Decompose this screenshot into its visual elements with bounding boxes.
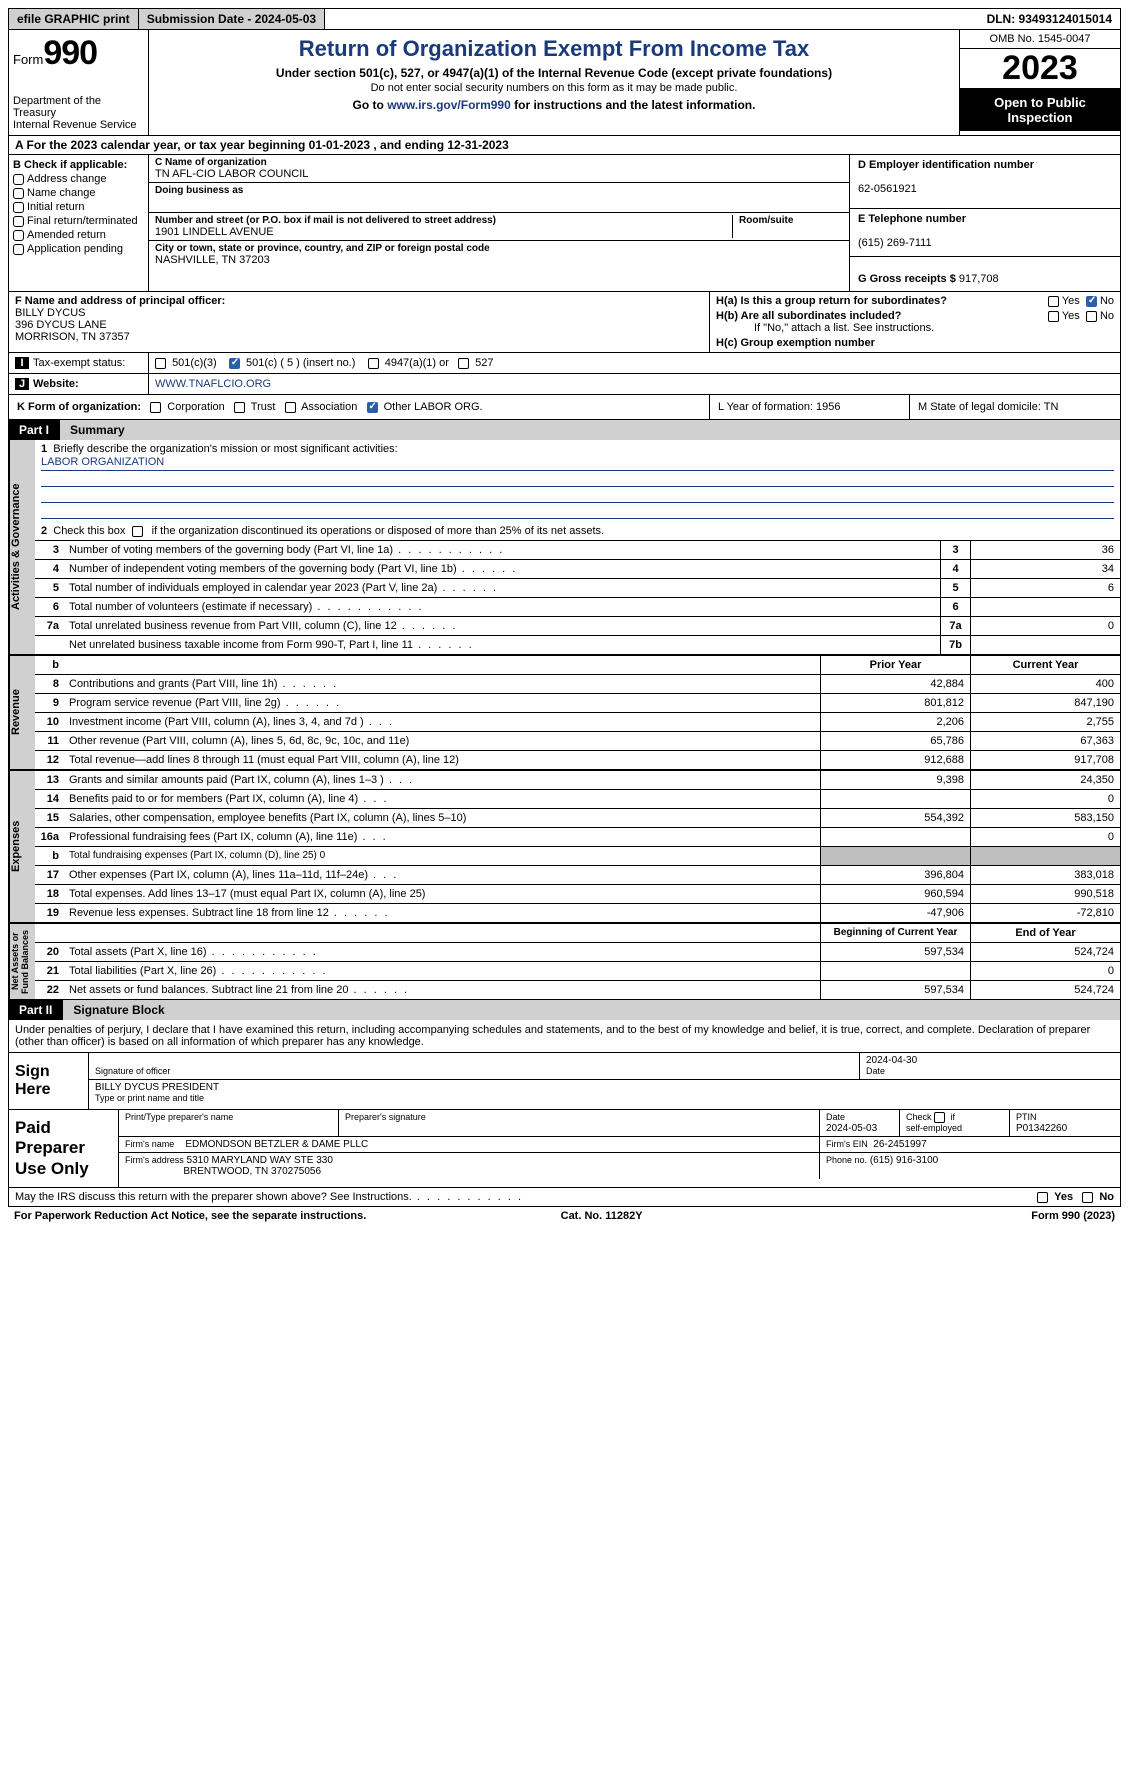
chk-501c3[interactable]	[155, 358, 166, 369]
chk-assoc[interactable]	[285, 402, 296, 413]
chk-discontinued[interactable]	[132, 526, 143, 537]
gross-receipts: 917,708	[959, 273, 999, 285]
hb-yes[interactable]	[1048, 311, 1059, 322]
dba-lbl: Doing business as	[155, 185, 243, 196]
form-title: Return of Organization Exempt From Incom…	[155, 36, 953, 62]
omb-number: OMB No. 1545-0047	[960, 30, 1120, 49]
ein: 62-0561921	[858, 183, 917, 195]
phone-lbl: E Telephone number	[858, 213, 966, 225]
row-website: JWebsite: WWW.TNAFLCIO.ORG	[8, 374, 1121, 395]
officer-street: 396 DYCUS LANE	[15, 319, 107, 331]
phone: (615) 269-7111	[858, 237, 932, 249]
city-lbl: City or town, state or province, country…	[155, 243, 490, 254]
summary-revenue: Revenue bPrior YearCurrent Year 8Contrib…	[8, 656, 1121, 771]
ha-no[interactable]	[1086, 296, 1097, 307]
irs-discuss-row: May the IRS discuss this return with the…	[8, 1188, 1121, 1207]
chk-trust[interactable]	[234, 402, 245, 413]
ha-lbl: H(a) Is this a group return for subordin…	[716, 295, 947, 307]
topbar: efile GRAPHIC print Submission Date - 20…	[8, 8, 1121, 30]
vtab-net-assets: Net Assets orFund Balances	[9, 924, 35, 999]
street: 1901 LINDELL AVENUE	[155, 226, 274, 238]
state-domicile: M State of legal domicile: TN	[910, 395, 1120, 419]
hb-no[interactable]	[1086, 311, 1097, 322]
chk-other[interactable]	[367, 402, 378, 413]
irs-no[interactable]	[1082, 1192, 1093, 1203]
chk-527[interactable]	[458, 358, 469, 369]
chk-501c[interactable]	[229, 358, 240, 369]
officer-sign-name: BILLY DYCUS PRESIDENT	[95, 1082, 219, 1093]
vtab-governance: Activities & Governance	[9, 440, 35, 654]
sign-here-block: Sign Here Signature of officer 2024-04-3…	[8, 1053, 1121, 1110]
vtab-revenue: Revenue	[9, 656, 35, 769]
tax-year: 2023	[960, 49, 1120, 89]
box-b-label: B Check if applicable:	[13, 159, 144, 171]
form-word: Form	[13, 52, 43, 67]
hc-lbl: H(c) Group exemption number	[716, 337, 875, 349]
part-2-header: Part II Signature Block	[8, 1000, 1121, 1020]
row-tax-status: ITax-exempt status: 501(c)(3) 501(c) ( 5…	[8, 353, 1121, 374]
gross-lbl: G Gross receipts $	[858, 273, 956, 285]
chk-name-change[interactable]	[13, 188, 24, 199]
room-lbl: Room/suite	[739, 215, 793, 226]
vtab-expenses: Expenses	[9, 771, 35, 922]
dln: DLN: 93493124015014	[979, 9, 1120, 29]
submission-date: Submission Date - 2024-05-03	[139, 9, 325, 29]
summary-net-assets: Net Assets orFund Balances Beginning of …	[8, 924, 1121, 1000]
hb-lbl: H(b) Are all subordinates included?	[716, 310, 901, 322]
hb-note: If "No," attach a list. See instructions…	[754, 322, 1114, 334]
officer-name: BILLY DYCUS	[15, 307, 86, 319]
line-a-tax-year: A For the 2023 calendar year, or tax yea…	[8, 136, 1121, 155]
open-inspection: Open to Public Inspection	[960, 89, 1120, 131]
irs-yes[interactable]	[1037, 1192, 1048, 1203]
website-url[interactable]: WWW.TNAFLCIO.ORG	[149, 374, 1120, 394]
chk-amended[interactable]	[13, 230, 24, 241]
chk-initial-return[interactable]	[13, 202, 24, 213]
officer-city: MORRISON, TN 37357	[15, 331, 130, 343]
f-lbl: F Name and address of principal officer:	[15, 295, 225, 307]
paid-preparer-label: Paid Preparer Use Only	[9, 1110, 119, 1187]
section-b-c-d: B Check if applicable: Address change Na…	[8, 155, 1121, 292]
street-lbl: Number and street (or P.O. box if mail i…	[155, 215, 496, 226]
sign-here-label: Sign Here	[9, 1053, 89, 1109]
section-f-h: F Name and address of principal officer:…	[8, 292, 1121, 353]
form-subtitle: Under section 501(c), 527, or 4947(a)(1)…	[155, 66, 953, 80]
year-formation: L Year of formation: 1956	[710, 395, 910, 419]
page-footer: For Paperwork Reduction Act Notice, see …	[8, 1207, 1121, 1225]
chk-app-pending[interactable]	[13, 244, 24, 255]
row-k-l-m: K Form of organization: Corporation Trus…	[8, 395, 1121, 420]
org-name: TN AFL-CIO LABOR COUNCIL	[155, 168, 308, 180]
ha-yes[interactable]	[1048, 296, 1059, 307]
summary-expenses: Expenses 13Grants and similar amounts pa…	[8, 771, 1121, 924]
signature-declaration: Under penalties of perjury, I declare th…	[8, 1020, 1121, 1053]
chk-self-employed[interactable]	[934, 1112, 945, 1123]
form-header: Form990 Department of the Treasury Inter…	[8, 30, 1121, 136]
firm-name: EDMONDSON BETZLER & DAME PLLC	[185, 1139, 368, 1150]
ein-lbl: D Employer identification number	[858, 159, 1034, 171]
form-number: 990	[43, 34, 97, 72]
goto-line: Go to www.irs.gov/Form990 for instructio…	[155, 98, 953, 112]
chk-corp[interactable]	[150, 402, 161, 413]
city: NASHVILLE, TN 37203	[155, 254, 270, 266]
dept-treasury: Department of the Treasury Internal Reve…	[13, 95, 144, 131]
paid-preparer-block: Paid Preparer Use Only Print/Type prepar…	[8, 1110, 1121, 1188]
efile-print-button[interactable]: efile GRAPHIC print	[9, 9, 139, 29]
chk-final-return[interactable]	[13, 216, 24, 227]
mission-text: LABOR ORGANIZATION	[41, 455, 1114, 471]
c-name-lbl: C Name of organization	[155, 157, 267, 168]
chk-address-change[interactable]	[13, 174, 24, 185]
irs-link[interactable]: www.irs.gov/Form990	[387, 98, 511, 112]
part-1-header: Part I Summary	[8, 420, 1121, 440]
chk-4947[interactable]	[368, 358, 379, 369]
ssn-warning: Do not enter social security numbers on …	[155, 82, 953, 94]
summary-governance: Activities & Governance 1 Briefly descri…	[8, 440, 1121, 656]
